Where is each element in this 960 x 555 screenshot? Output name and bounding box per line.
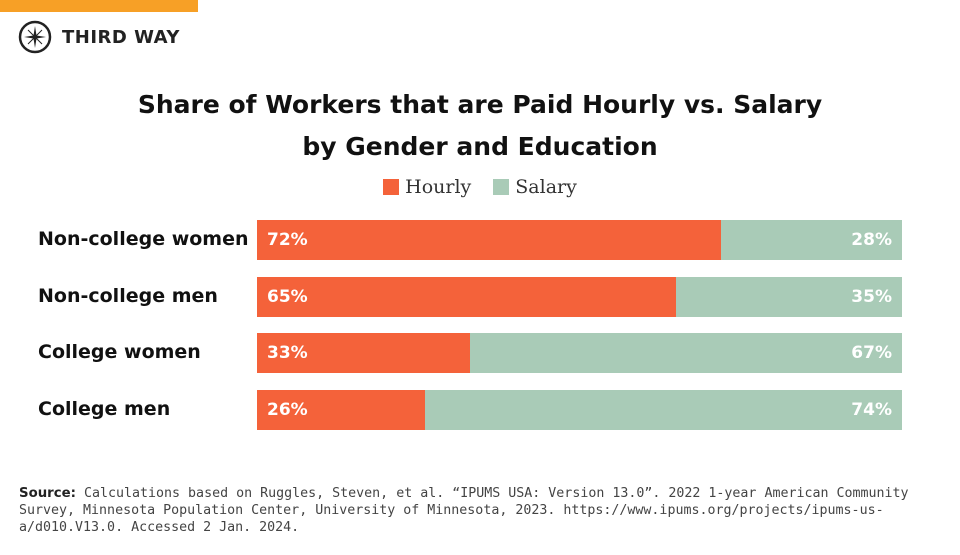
source-note: Source: Calculations based on Ruggles, S… xyxy=(19,485,939,536)
legend: Hourly Salary xyxy=(0,176,960,198)
compass-icon xyxy=(18,20,52,54)
bar-salary xyxy=(721,220,902,260)
category-label: Non-college men xyxy=(38,285,218,307)
legend-label-salary: Salary xyxy=(515,176,577,198)
bar-salary xyxy=(424,390,902,430)
legend-item-hourly: Hourly xyxy=(383,176,471,198)
title-line-2: by Gender and Education xyxy=(302,132,658,161)
data-label-hourly: 26% xyxy=(267,400,308,420)
bar-salary xyxy=(469,333,902,373)
legend-swatch-hourly xyxy=(383,179,400,195)
legend-swatch-salary xyxy=(493,179,510,195)
data-label-salary: 28% xyxy=(851,230,892,250)
data-label-hourly: 72% xyxy=(267,230,308,250)
category-label: Non-college women xyxy=(38,228,249,250)
data-label-hourly: 65% xyxy=(267,287,308,307)
chart-title: Share of Workers that are Paid Hourly vs… xyxy=(0,84,960,168)
category-label: College women xyxy=(38,341,201,363)
bar-hourly xyxy=(257,277,677,317)
brand-name: THIRD WAY xyxy=(62,26,180,48)
brand-accent-bar xyxy=(0,0,198,12)
title-line-1: Share of Workers that are Paid Hourly vs… xyxy=(137,90,823,119)
source-text: Calculations based on Ruggles, Steven, e… xyxy=(19,486,909,535)
bar-salary xyxy=(676,277,902,317)
legend-item-salary: Salary xyxy=(493,176,577,198)
bar-hourly xyxy=(257,390,425,430)
category-label: College men xyxy=(38,398,171,420)
data-label-salary: 67% xyxy=(851,343,892,363)
bar-hourly xyxy=(257,333,470,373)
data-label-salary: 35% xyxy=(851,287,892,307)
bar-hourly xyxy=(257,220,722,260)
data-label-salary: 74% xyxy=(851,400,892,420)
legend-label-hourly: Hourly xyxy=(405,176,472,198)
source-label: Source: xyxy=(19,486,76,501)
third-way-logo: THIRD WAY xyxy=(18,20,180,54)
data-label-hourly: 33% xyxy=(267,343,308,363)
